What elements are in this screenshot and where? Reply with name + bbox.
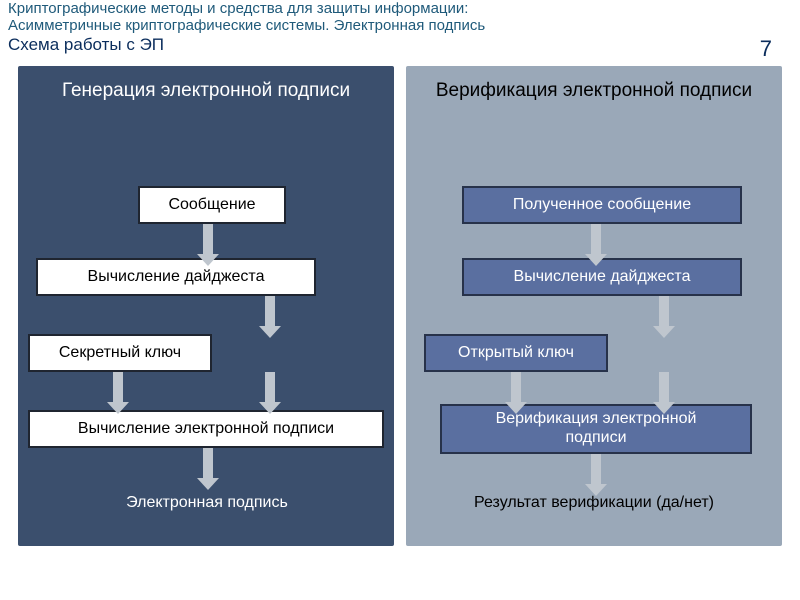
node-verification-recv: Полученное сообщение xyxy=(462,186,742,224)
page-subtitle: Схема работы с ЭП xyxy=(8,35,792,55)
node-generation-digest: Вычисление дайджеста xyxy=(36,258,316,296)
arrow-verification-2 xyxy=(505,372,527,419)
node-generation-skey: Секретный ключ xyxy=(28,334,212,372)
panel-generation: Генерация электронной подписи Сообщение В… xyxy=(18,66,394,546)
panel-verification-title: Верификация электронной подписи xyxy=(406,66,782,112)
arrow-generation-2 xyxy=(107,372,129,419)
panel-generation-title: Генерация электронной подписи xyxy=(18,66,394,112)
node-verification-pkey: Открытый ключ xyxy=(424,334,608,372)
diagram-panels: Генерация электронной подписи Сообщение В… xyxy=(18,66,782,546)
arrow-generation-3 xyxy=(259,372,281,419)
page-number: 7 xyxy=(760,36,772,62)
arrow-generation-1 xyxy=(259,296,281,343)
arrow-verification-4 xyxy=(585,454,607,501)
panel-verification: Верификация электронной подписи Полученн… xyxy=(406,66,782,546)
header-line-1: Криптографические методы и средства для … xyxy=(8,0,792,17)
node-generation-sign: Вычисление электронной подписи xyxy=(28,410,384,448)
arrow-verification-0 xyxy=(585,224,607,271)
arrow-generation-4 xyxy=(197,448,219,495)
arrow-generation-0 xyxy=(197,224,219,271)
header-line-2: Асимметричные криптографические системы.… xyxy=(8,17,792,34)
node-generation-msg: Сообщение xyxy=(138,186,286,224)
arrow-verification-1 xyxy=(653,296,675,343)
arrow-verification-3 xyxy=(653,372,675,419)
node-verification-verify: Верификация электронной подписи xyxy=(440,404,752,454)
